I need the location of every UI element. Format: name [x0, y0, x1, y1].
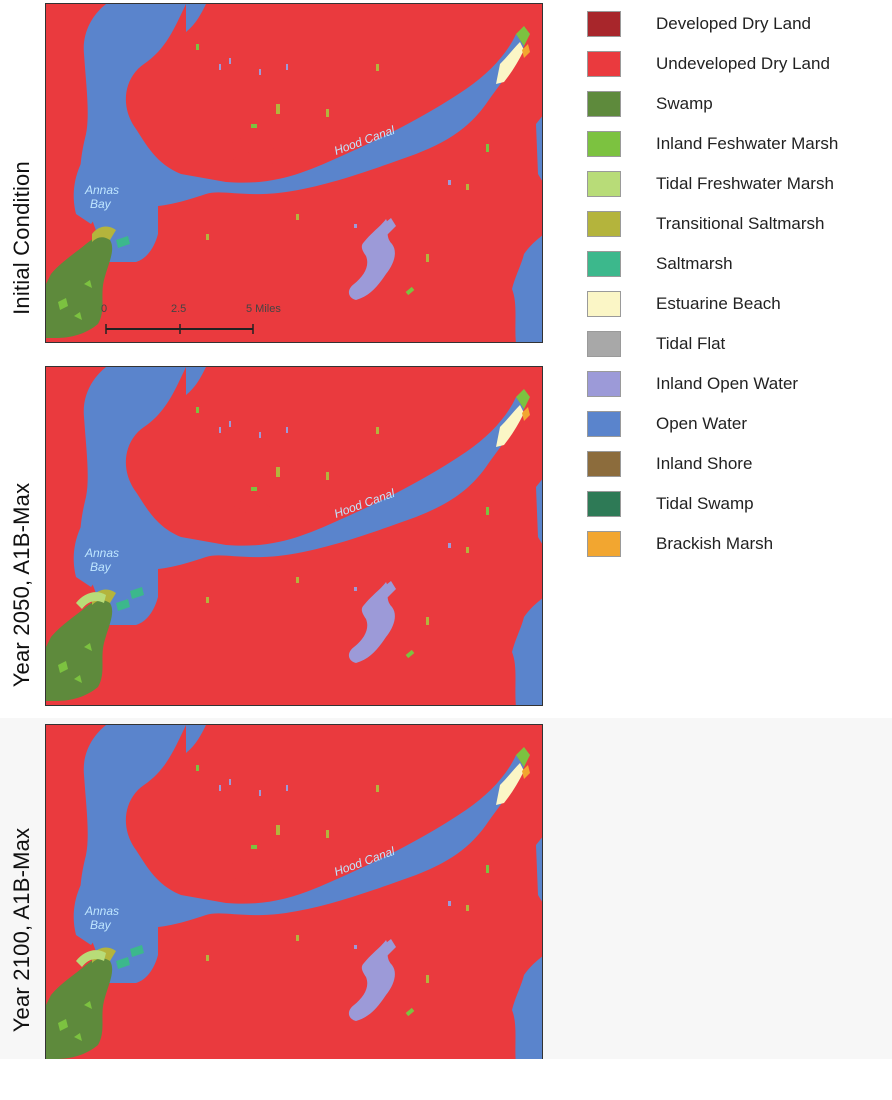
legend-label: Transitional Saltmarsh	[656, 214, 825, 233]
bay-label-line1: Annas	[84, 546, 119, 560]
legend-swatch	[587, 251, 621, 277]
panel-label-2100: Year 2100, A1B-Max	[9, 827, 34, 1033]
legend-label: Saltmarsh	[656, 254, 733, 273]
legend-swatch	[587, 531, 621, 557]
bay-label-line1: Annas	[84, 183, 119, 197]
panel-label-2050: Year 2050, A1B-Max	[9, 482, 34, 688]
legend-label: Tidal Flat	[656, 334, 726, 353]
legend-swatch	[587, 451, 621, 477]
legend-swatch	[587, 51, 621, 77]
legend-swatch	[587, 131, 621, 157]
legend-label: Inland Feshwater Marsh	[656, 134, 839, 153]
legend-label: Inland Shore	[656, 454, 753, 473]
legend-label: Developed Dry Land	[656, 14, 811, 33]
map-year-2050: Annas Bay Hood Canal	[45, 366, 543, 706]
legend-swatch	[587, 491, 621, 517]
scale-bar: 0 2.5 5 Miles	[101, 303, 281, 334]
legend-label: Inland Open Water	[656, 374, 799, 393]
legend-swatch	[587, 411, 621, 437]
scale-tick-0: 0	[101, 303, 107, 315]
scale-tick-2: 5 Miles	[246, 303, 281, 315]
legend-label: Open Water	[656, 414, 748, 433]
map-year-2100: Annas Bay Hood Canal	[45, 724, 543, 1059]
bay-label-line2: Bay	[90, 197, 112, 211]
legend-swatch	[587, 291, 621, 317]
bay-label-line2: Bay	[90, 918, 112, 932]
legend-swatch	[587, 331, 621, 357]
legend-label: Tidal Freshwater Marsh	[656, 174, 834, 193]
legend-label: Brackish Marsh	[656, 534, 774, 553]
legend-label: Estuarine Beach	[656, 294, 781, 313]
legend-swatch	[587, 171, 621, 197]
bay-label-line2: Bay	[90, 560, 112, 574]
legend-label: Tidal Swamp	[656, 494, 754, 513]
legend-swatch	[587, 371, 621, 397]
map-initial-condition: Annas Bay Hood Canal 0 2.5 5 Miles	[45, 3, 543, 343]
legend-swatch	[587, 91, 621, 117]
panel-label-initial: Initial Condition	[9, 161, 34, 315]
legend-label: Swamp	[656, 94, 713, 113]
legend-label: Undeveloped Dry Land	[656, 54, 830, 73]
bay-label-line1: Annas	[84, 904, 119, 918]
scale-tick-1: 2.5	[171, 303, 186, 315]
legend-swatch	[587, 211, 621, 237]
legend-swatch	[587, 11, 621, 37]
